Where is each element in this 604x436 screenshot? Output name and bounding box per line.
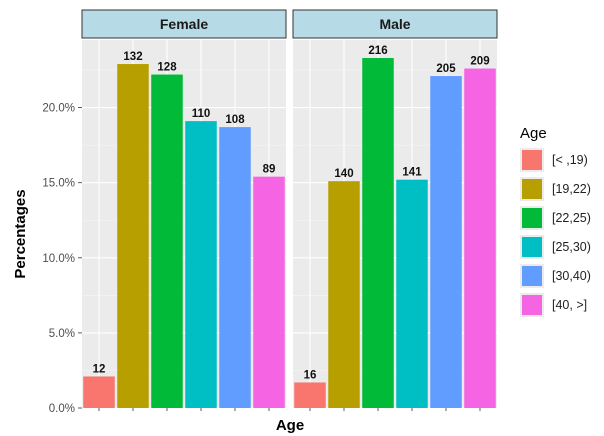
legend-item: [30,40) xyxy=(520,264,591,288)
bar-male-5 xyxy=(430,76,462,408)
facet-strip-label: Male xyxy=(379,16,410,32)
bar-count-label: 128 xyxy=(157,62,177,74)
facet-panel-female: Female 12 132 128 110 108 89 xyxy=(81,9,287,411)
legend-swatch xyxy=(522,295,542,315)
bar-male-4 xyxy=(396,179,428,408)
bar-count-label: 205 xyxy=(436,63,456,75)
bar-count-label: 209 xyxy=(470,56,489,68)
y-tick-label: 5.0% xyxy=(49,328,75,340)
legend-label: [30,40) xyxy=(552,269,591,283)
bar-count-label: 132 xyxy=(123,51,142,63)
legend-swatch xyxy=(522,179,542,199)
legend-label: [< ,19) xyxy=(552,153,588,167)
panel-background xyxy=(293,40,497,408)
bar-female-2 xyxy=(117,64,149,408)
bar-count-label: 108 xyxy=(225,114,245,126)
facet-strip xyxy=(81,9,287,39)
legend-label: [25,30) xyxy=(552,240,591,254)
legend-item: [22,25) xyxy=(520,206,591,230)
legend-swatch xyxy=(522,237,542,257)
facet-panels: Female 12 132 128 110 108 89 Male 16 140 216 141 205… xyxy=(81,9,498,411)
bar-count-label: 141 xyxy=(402,167,422,179)
bar-female-4 xyxy=(185,121,217,409)
bar-count-label: 16 xyxy=(304,369,317,381)
y-axis-title: Percentages xyxy=(12,189,29,278)
legend: Age [< ,19) [19,22) [22,25) [25,30) [30,40) [… xyxy=(520,125,591,317)
bar-male-1 xyxy=(294,382,326,408)
y-tick-label: 20.0% xyxy=(42,103,75,115)
legend-item: [40, >] xyxy=(520,293,587,317)
bar-count-label: 12 xyxy=(93,363,106,375)
legend-label: [40, >] xyxy=(552,298,587,312)
bar-female-5 xyxy=(219,127,251,408)
bar-male-2 xyxy=(328,181,360,408)
legend-item: [< ,19) xyxy=(520,148,588,172)
y-tick-label: 15.0% xyxy=(42,178,75,190)
y-tick-label: 0.0% xyxy=(49,403,75,415)
legend-swatch xyxy=(522,266,542,286)
legend-label: [19,22) xyxy=(552,182,591,196)
facet-panel-male: Male 16 140 216 141 205 209 xyxy=(292,9,498,411)
facet-strip-label: Female xyxy=(160,16,208,32)
bar-count-label: 140 xyxy=(334,168,353,180)
legend-label: [22,25) xyxy=(552,211,591,225)
bar-count-label: 110 xyxy=(192,108,211,120)
bar-male-6 xyxy=(464,68,496,409)
panel-background xyxy=(82,40,286,408)
legend-swatch xyxy=(522,208,542,228)
facet-strip xyxy=(292,9,498,39)
legend-item: [19,22) xyxy=(520,177,591,201)
bar-female-6 xyxy=(253,176,285,408)
bar-male-3 xyxy=(362,58,394,409)
bar-count-label: 216 xyxy=(368,45,387,57)
legend-item: [25,30) xyxy=(520,235,591,259)
y-axis: 0.0% 5.0% 10.0% 15.0% 20.0% xyxy=(42,103,82,415)
bar-female-3 xyxy=(151,74,183,408)
y-tick-label: 10.0% xyxy=(42,253,75,265)
bar-count-label: 89 xyxy=(263,164,276,176)
x-axis-title: Age xyxy=(276,417,304,434)
legend-swatch xyxy=(522,150,542,170)
bar-female-1 xyxy=(83,376,115,408)
legend-title: Age xyxy=(520,125,547,142)
